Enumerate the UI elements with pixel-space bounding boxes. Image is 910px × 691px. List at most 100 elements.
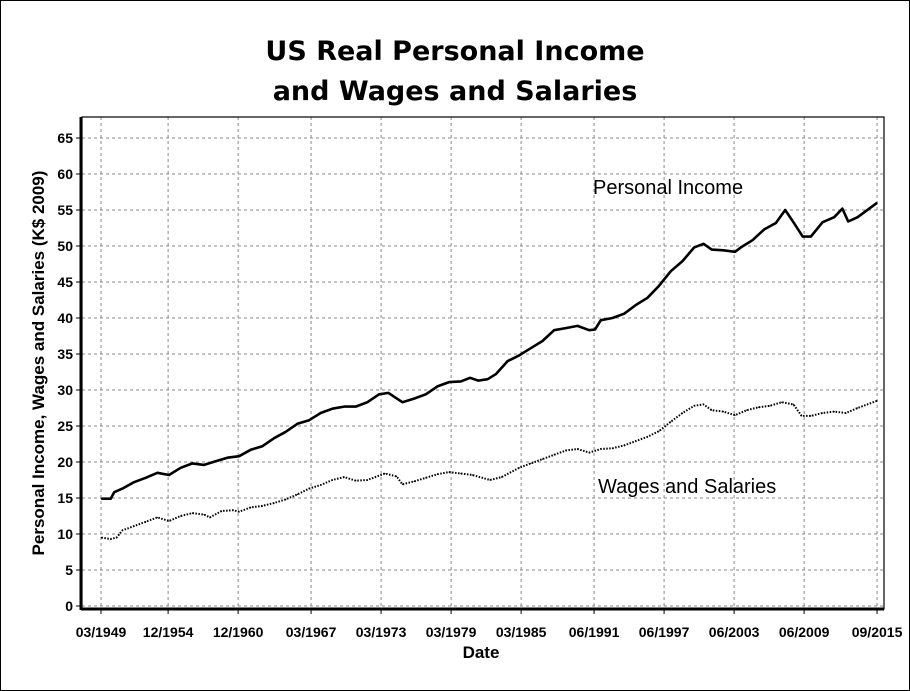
data-point xyxy=(635,440,637,442)
data-point xyxy=(565,327,567,329)
data-point xyxy=(133,525,135,527)
x-tick-label: 03/1979 xyxy=(426,624,477,640)
data-point xyxy=(401,401,404,403)
data-point xyxy=(681,260,684,262)
data-point xyxy=(343,405,345,408)
data-point xyxy=(611,447,614,449)
data-point xyxy=(576,325,579,327)
data-point xyxy=(784,209,786,211)
data-point xyxy=(781,401,783,403)
data-point xyxy=(320,484,322,486)
data-point xyxy=(209,516,211,519)
data-point xyxy=(401,483,404,485)
data-point xyxy=(810,415,812,417)
data-point xyxy=(460,472,462,475)
data-point xyxy=(285,431,287,433)
data-point xyxy=(646,436,649,438)
data-point xyxy=(436,385,439,387)
data-point xyxy=(448,471,450,473)
series-line-personal-income xyxy=(101,201,878,500)
data-point xyxy=(366,401,369,403)
data-point xyxy=(702,243,705,245)
data-point xyxy=(121,488,123,490)
data-point xyxy=(180,467,182,469)
data-point xyxy=(775,222,777,224)
data-point xyxy=(113,491,115,493)
data-point xyxy=(769,405,771,407)
data-point xyxy=(565,449,567,452)
data-point xyxy=(518,354,520,357)
y-tick-label: 5 xyxy=(65,562,73,578)
data-point xyxy=(489,479,491,481)
data-point xyxy=(847,220,849,223)
data-point xyxy=(226,457,228,459)
series-line-wages-and-salaries xyxy=(101,399,878,540)
data-point xyxy=(623,313,625,315)
data-point xyxy=(238,455,240,457)
data-point xyxy=(331,479,334,481)
data-point xyxy=(702,403,705,405)
y-tick-label: 45 xyxy=(57,274,73,290)
data-point xyxy=(681,412,684,414)
data-point xyxy=(740,246,742,249)
data-point xyxy=(308,488,310,490)
data-point xyxy=(530,462,532,465)
data-point xyxy=(384,472,386,475)
y-tick-label: 35 xyxy=(57,346,73,362)
data-point xyxy=(285,498,287,501)
y-axis-ticks: 0 5 10 15 20 25 30 35 40 45 50 55 60 65 xyxy=(57,130,82,614)
data-point xyxy=(261,505,263,507)
data-point xyxy=(100,498,102,500)
data-point xyxy=(711,409,713,411)
data-point xyxy=(722,249,724,251)
y-tick-label: 55 xyxy=(57,202,73,218)
data-point xyxy=(594,328,596,331)
data-point xyxy=(145,521,147,523)
data-point xyxy=(191,512,193,514)
data-point xyxy=(366,479,369,481)
data-point xyxy=(387,392,390,394)
data-point xyxy=(518,467,520,469)
data-point xyxy=(506,360,509,362)
x-tick-label: 03/1985 xyxy=(496,624,547,640)
data-point xyxy=(792,403,794,405)
data-point xyxy=(471,474,474,476)
data-point xyxy=(355,480,357,482)
data-point xyxy=(308,419,310,421)
y-tick-label: 40 xyxy=(57,310,73,326)
y-tick-label: 20 xyxy=(57,454,73,470)
data-point xyxy=(623,444,625,447)
data-point xyxy=(448,381,450,383)
x-tick-label: 06/2003 xyxy=(709,624,760,640)
data-point xyxy=(821,412,824,414)
data-point xyxy=(320,412,322,414)
chart-title-line-1: US Real Personal Income xyxy=(265,36,644,67)
data-point xyxy=(261,445,263,447)
x-tick-label: 03/1949 xyxy=(76,624,127,640)
data-point xyxy=(751,239,754,241)
annotation-wages-salaries: Wages and Salaries xyxy=(598,476,776,498)
data-point xyxy=(658,430,660,432)
y-tick-label: 25 xyxy=(57,418,73,434)
data-point xyxy=(469,377,471,379)
data-point xyxy=(821,221,824,223)
data-point xyxy=(296,493,299,495)
data-point xyxy=(711,249,713,251)
data-point xyxy=(845,412,847,414)
data-point xyxy=(800,415,803,417)
data-point xyxy=(396,475,398,477)
data-point xyxy=(495,373,497,375)
data-point xyxy=(180,515,182,517)
data-point xyxy=(646,297,649,299)
data-point xyxy=(203,513,205,516)
y-tick-label: 10 xyxy=(57,526,73,542)
data-point xyxy=(541,458,544,460)
data-point xyxy=(553,454,555,456)
y-axis-label: Personal Income, Wages and Salaries (K$ … xyxy=(29,171,48,556)
y-tick-label: 0 xyxy=(65,598,73,614)
data-point xyxy=(250,506,252,508)
chart-title-line-2: and Wages and Salaries xyxy=(273,76,638,107)
data-point xyxy=(810,236,812,238)
data-point xyxy=(460,380,462,382)
data-point xyxy=(220,510,223,512)
